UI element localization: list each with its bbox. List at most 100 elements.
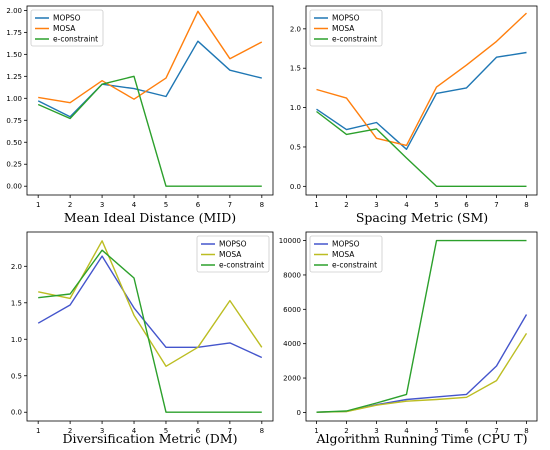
- y-tick-label: 2.0: [11, 263, 22, 271]
- legend-label: MOSA: [332, 24, 355, 33]
- legend-label: MOPSO: [332, 240, 360, 249]
- x-tick-label: 7: [228, 427, 232, 435]
- legend-label: e-constraint: [332, 35, 377, 44]
- legend-label: e-constraint: [219, 261, 264, 270]
- series-line-mosa: [38, 10, 263, 104]
- y-tick-label: 0.25: [6, 161, 22, 169]
- y-tick-label: 0.0: [290, 183, 301, 191]
- chart-caption: Diversification Metric (DM): [63, 431, 238, 446]
- series-line-mosa: [38, 240, 263, 367]
- y-tick-label: 1.00: [6, 95, 22, 103]
- x-tick-label: 6: [196, 201, 201, 209]
- legend-label: MOSA: [53, 24, 76, 33]
- chart-caption: Algorithm Running Time (CPU T): [316, 431, 528, 446]
- x-tick-label: 8: [260, 201, 264, 209]
- series-line-e-constraint: [316, 239, 527, 413]
- y-tick-label: 1.0: [290, 104, 301, 112]
- y-tick-label: 0.0: [11, 409, 22, 417]
- y-tick-label: 4000: [283, 340, 301, 348]
- legend-label: MOPSO: [53, 14, 81, 23]
- x-tick-label: 1: [36, 201, 40, 209]
- x-tick-label: 6: [196, 427, 201, 435]
- x-tick-label: 3: [374, 201, 378, 209]
- x-tick-label: 4: [404, 201, 409, 209]
- axes-frame: [305, 231, 538, 422]
- x-tick-label: 5: [164, 427, 168, 435]
- y-tick-label: 0.50: [6, 139, 22, 147]
- y-tick-label: 1.5: [11, 299, 22, 307]
- x-tick-label: 8: [524, 201, 528, 209]
- legend-box: [309, 235, 383, 273]
- x-tick-label: 2: [68, 427, 72, 435]
- legend-label: e-constraint: [53, 35, 98, 44]
- y-tick-label: 2.0: [290, 25, 301, 33]
- series-line-mosa: [316, 333, 528, 413]
- y-tick-label: 0.75: [6, 117, 22, 125]
- y-tick-label: 1.5: [290, 65, 301, 73]
- axes-frame: [305, 5, 538, 196]
- y-tick-label: 1.25: [6, 73, 22, 81]
- x-tick-label: 6: [464, 427, 469, 435]
- legend-label: MOPSO: [219, 240, 247, 249]
- y-tick-label: 1.75: [6, 29, 22, 37]
- legend-label: MOSA: [219, 250, 242, 259]
- x-tick-label: 3: [100, 427, 104, 435]
- x-tick-label: 7: [494, 201, 498, 209]
- x-tick-label: 1: [36, 427, 40, 435]
- y-tick-label: 0.00: [6, 183, 22, 191]
- x-tick-label: 1: [314, 201, 318, 209]
- x-tick-label: 3: [374, 427, 378, 435]
- x-tick-label: 8: [260, 427, 264, 435]
- axes-frame: [26, 5, 274, 196]
- y-tick-label: 1.0: [11, 336, 22, 344]
- y-tick-label: 0.5: [290, 143, 301, 151]
- legend-box: [309, 9, 383, 47]
- x-tick-label: 2: [344, 201, 348, 209]
- chart-caption: Spacing Metric (SM): [356, 210, 488, 225]
- x-tick-label: 4: [404, 427, 409, 435]
- x-tick-label: 5: [164, 201, 168, 209]
- legend-box: [30, 9, 104, 47]
- x-tick-label: 6: [464, 201, 469, 209]
- x-tick-label: 7: [494, 427, 498, 435]
- y-tick-label: 1.50: [6, 51, 22, 59]
- series-line-e-constraint: [38, 249, 262, 413]
- x-tick-label: 2: [344, 427, 348, 435]
- series-line-mopso: [316, 314, 528, 413]
- y-tick-label: 2000: [283, 375, 301, 383]
- x-tick-label: 5: [434, 201, 438, 209]
- series-line-e-constraint: [37, 75, 262, 187]
- x-tick-label: 7: [228, 201, 232, 209]
- legend-label: MOSA: [332, 250, 355, 259]
- chart-panel-1: 1 2 3 4 5 6 7 8 0.00 0.25 0.50 0.75 1.00 1.25 1.50 1.75…: [6, 5, 274, 225]
- series-line-e-constraint: [316, 110, 527, 188]
- y-tick-label: 0: [297, 409, 301, 417]
- y-tick-label: 8000: [283, 271, 301, 279]
- x-tick-label: 4: [132, 427, 137, 435]
- chart-caption: Mean Ideal Distance (MID): [64, 210, 236, 225]
- x-tick-label: 5: [434, 427, 438, 435]
- y-tick-label: 6000: [283, 306, 301, 314]
- series-line-mopso: [37, 255, 263, 359]
- x-tick-label: 2: [68, 201, 72, 209]
- y-tick-label: 10000: [279, 237, 301, 245]
- y-tick-label: 0.5: [11, 372, 22, 380]
- axes-frame: [26, 231, 274, 422]
- legend-label: MOPSO: [332, 14, 360, 23]
- legend-box: [196, 235, 270, 273]
- legend-label: e-constraint: [332, 261, 377, 270]
- x-tick-label: 1: [314, 427, 318, 435]
- y-tick-label: 2.00: [6, 7, 22, 15]
- x-tick-label: 3: [100, 201, 104, 209]
- x-tick-label: 4: [132, 201, 137, 209]
- series-line-mosa: [316, 12, 527, 147]
- series-line-mopso: [316, 51, 527, 151]
- x-tick-label: 8: [524, 427, 528, 435]
